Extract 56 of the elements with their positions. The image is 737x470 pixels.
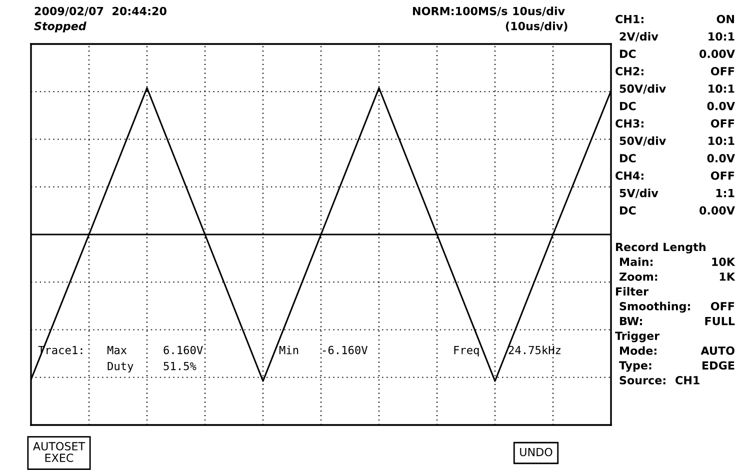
text: CH3:	[616, 119, 644, 128]
annotation: 6.160V	[164, 346, 203, 354]
text: CH2:	[616, 67, 644, 76]
text: Filter	[616, 287, 648, 296]
text: 50V/div	[620, 136, 666, 146]
text: EDGE	[702, 361, 734, 370]
annotation: Duty	[108, 362, 134, 372]
text: 10K	[712, 258, 736, 266]
text: FULL	[705, 316, 735, 326]
annotation: 24.75kHz	[508, 346, 560, 354]
text: CH4:	[616, 171, 644, 180]
text: Stopped	[34, 22, 86, 32]
text: OFF	[710, 67, 734, 76]
text: 5V/div	[620, 188, 658, 198]
text: OFF	[710, 302, 734, 310]
text: (10us/div)	[506, 22, 568, 32]
text: Zoom:	[620, 272, 658, 281]
text: Main:	[620, 257, 652, 266]
text: Trigger	[615, 331, 660, 342]
text: CH1:	[616, 14, 644, 24]
annotation: Freq	[454, 346, 479, 356]
text: Record Length	[616, 242, 706, 254]
text: 0.0V	[707, 102, 735, 110]
annotation: -6.160V	[322, 346, 368, 354]
text: 10:1	[708, 84, 734, 93]
text: OFF	[710, 119, 734, 128]
annotation: Min	[279, 346, 298, 354]
text: NORM:100MS/s	[413, 6, 508, 16]
annotation: Max	[107, 346, 127, 354]
text: DC	[620, 154, 636, 162]
source-note: Source:	[620, 376, 666, 384]
text: Smoothing:	[620, 302, 690, 313]
text: OFF	[710, 171, 734, 180]
text: DC	[620, 206, 636, 215]
text: DC	[620, 50, 636, 58]
text: 0.0V	[707, 154, 735, 162]
text: 0.00V	[700, 206, 735, 215]
text: Mode:	[620, 346, 656, 355]
text: 10:1	[708, 136, 734, 146]
annotation: 51.5%	[164, 362, 196, 370]
text: AUTOSET EXEC	[33, 442, 86, 462]
text: 50V/div	[620, 84, 666, 94]
text: 1K	[720, 272, 736, 281]
text: Type:	[619, 361, 652, 372]
text: 2V/div	[620, 32, 658, 42]
text: UNDO	[520, 448, 552, 456]
text: BW:	[620, 316, 642, 326]
text: AUTO	[700, 346, 734, 355]
text: 2009/02/07 20:44:20	[34, 6, 166, 16]
text: CH1	[676, 376, 700, 384]
text: DC	[620, 102, 636, 110]
text: 10:1	[708, 32, 734, 41]
text: 10us/div	[513, 6, 565, 16]
text: 0.00V	[700, 50, 735, 58]
text: ON	[716, 14, 734, 24]
text: 1:1	[716, 188, 734, 198]
